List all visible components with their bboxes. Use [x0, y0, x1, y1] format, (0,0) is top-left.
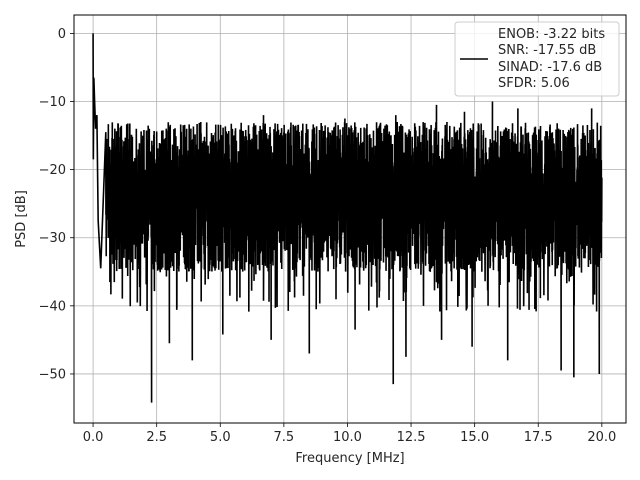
x-tick-label: 20.0 — [587, 430, 616, 445]
series-line — [92, 33, 603, 403]
y-tick-label: −40 — [39, 299, 66, 314]
x-tick-label: 0.0 — [83, 430, 104, 445]
x-axis-label: Frequency [MHz] — [295, 451, 404, 466]
legend-box — [454, 21, 620, 97]
y-axis-label: PSD [dB] — [14, 190, 29, 248]
legend-line-snr: SNR: -17.55 dB — [498, 43, 596, 58]
y-tick-label: −10 — [39, 95, 66, 110]
plot-data — [92, 33, 603, 403]
legend-line-sfdr: SFDR: 5.06 — [498, 76, 570, 91]
plot-frame — [73, 14, 627, 424]
x-tick-label: 15.0 — [460, 430, 489, 445]
y-tick-label: −30 — [39, 231, 66, 246]
y-tick-label: −50 — [39, 367, 66, 382]
x-axis: 0.0 2.5 5.0 7.5 10.0 12.5 15.0 17.5 20.0 — [83, 423, 616, 445]
legend-line-sinad: SINAD: -17.6 dB — [498, 60, 602, 75]
x-tick-label: 5.0 — [210, 430, 231, 445]
legend: ENOB: -3.22 bits SNR: -17.55 dB SINAD: -… — [454, 21, 620, 97]
y-tick-label: 0 — [58, 27, 66, 42]
x-tick-label: 17.5 — [524, 430, 553, 445]
y-tick-label: −20 — [39, 163, 66, 178]
x-tick-label: 7.5 — [274, 430, 295, 445]
x-tick-label: 12.5 — [397, 430, 426, 445]
x-tick-label: 10.0 — [333, 430, 362, 445]
y-axis: 0 −10 −20 −30 −40 −50 — [39, 27, 74, 382]
legend-line-enob: ENOB: -3.22 bits — [498, 27, 605, 42]
x-tick-label: 2.5 — [146, 430, 167, 445]
